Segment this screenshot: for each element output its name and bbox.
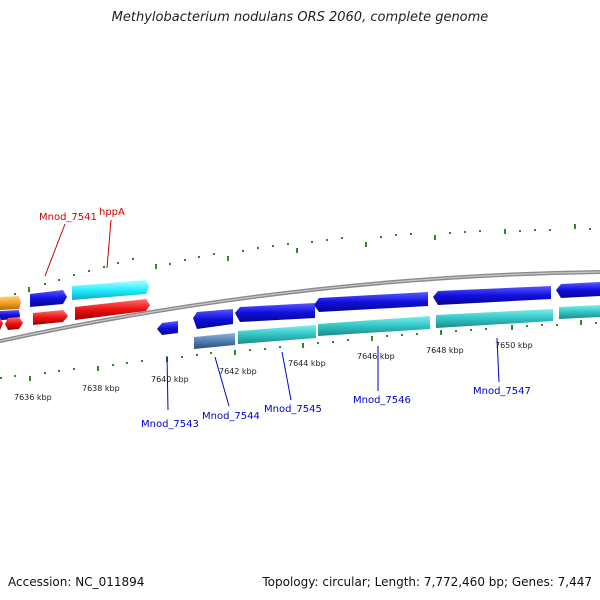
gene-red-b[interactable] [5, 317, 23, 330]
gene-blue-7547[interactable] [433, 286, 551, 305]
gene-blue-7545[interactable] [235, 303, 315, 322]
gene-red-c[interactable] [33, 310, 68, 325]
gene-cyan-d[interactable] [559, 305, 600, 319]
gene-label-mnod-7543[interactable]: Mnod_7543 [141, 419, 199, 430]
kbp-label: 7642 kbp [219, 367, 257, 376]
genome-title: Methylobacterium nodulans ORS 2060, comp… [111, 10, 489, 25]
label-leader-lines [44, 219, 500, 411]
gene-mnod-7541[interactable] [30, 290, 67, 307]
gene-cyan-c[interactable] [436, 309, 553, 328]
gene-label-mnod-7541[interactable]: Mnod_7541 [39, 212, 97, 223]
gene-blue-7546[interactable] [314, 292, 428, 312]
kbp-label: 7640 kbp [151, 375, 189, 384]
gene-red-d[interactable] [75, 299, 150, 320]
reverse-strand-genes[interactable] [0, 299, 600, 349]
kbp-label: 7636 kbp [14, 393, 52, 402]
gene-label-mnod-7545[interactable]: Mnod_7545 [264, 404, 322, 415]
gene-hppa[interactable] [72, 280, 149, 300]
outer-tick-ring [14, 224, 591, 295]
kbp-label: 7650 kbp [495, 341, 533, 350]
gene-label-hppa[interactable]: hppA [99, 207, 125, 218]
gene-red-a[interactable] [0, 318, 3, 330]
gene-label-mnod-7547[interactable]: Mnod_7547 [473, 386, 531, 397]
gene-label-mnod-7546[interactable]: Mnod_7546 [353, 395, 411, 406]
kbp-label: 7646 kbp [357, 352, 395, 361]
accession-text: Accession: NC_011894 [8, 575, 145, 589]
gene-labels: Mnod_7541 hppA Mnod_7543 Mnod_7544 Mnod_… [39, 207, 531, 430]
kbp-label: 7648 kbp [426, 346, 464, 355]
genome-summary-text: Topology: circular; Length: 7,772,460 bp… [262, 575, 592, 589]
gene-blue-7544[interactable] [193, 309, 233, 329]
gene-cyan-a[interactable] [238, 325, 316, 344]
kbp-tick-labels: 7636 kbp 7638 kbp 7640 kbp 7642 kbp 7644… [14, 341, 533, 402]
gene-cyan-b[interactable] [318, 316, 430, 336]
kbp-label: 7644 kbp [288, 359, 326, 368]
gene-blue-right[interactable] [556, 282, 600, 298]
gene-steelblue[interactable] [194, 333, 235, 349]
inner-tick-ring [0, 320, 597, 381]
gene-mnod-7543[interactable] [157, 321, 178, 335]
forward-strand-genes[interactable] [0, 280, 600, 329]
chromosome-backbone-highlight [0, 271, 600, 342]
gene-orange-partial[interactable] [0, 296, 21, 310]
gene-label-mnod-7544[interactable]: Mnod_7544 [202, 411, 260, 422]
kbp-label: 7638 kbp [82, 384, 120, 393]
